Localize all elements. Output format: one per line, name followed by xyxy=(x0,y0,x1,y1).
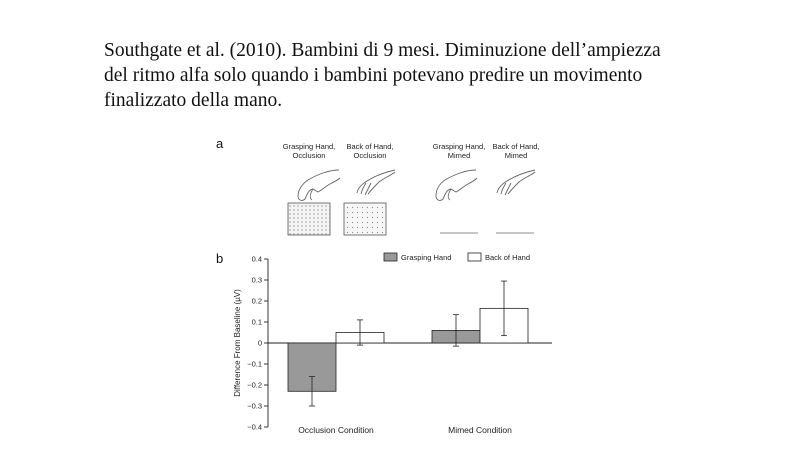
back-of-hand-icon xyxy=(496,169,536,196)
stimulus-4-title-line2: Mimed xyxy=(505,151,528,160)
y-tick-label: 0.1 xyxy=(252,318,262,327)
stimulus-3-image xyxy=(435,169,478,234)
y-tick-label: 0.4 xyxy=(252,255,262,264)
category-label: Mimed Condition xyxy=(448,425,512,435)
stimulus-1-image xyxy=(287,169,341,236)
stimulus-2-title-line1: Back of Hand, xyxy=(346,142,393,151)
y-tick-label: 0 xyxy=(258,339,262,348)
y-tick-label: −0.3 xyxy=(247,402,262,411)
stimulus-1-title-line1: Grasping Hand, xyxy=(283,142,336,151)
caption-line-1: Southgate et al. (2010). Bambini di 9 me… xyxy=(104,40,661,61)
caption-line-3: finalizzato della mano. xyxy=(104,90,283,111)
y-tick-label: −0.2 xyxy=(247,381,262,390)
stimulus-3-title-line1: Grasping Hand, xyxy=(433,142,486,151)
y-tick-label: 0.3 xyxy=(252,276,262,285)
back-of-hand-icon xyxy=(356,169,396,196)
panel-a-label: a xyxy=(216,136,224,151)
y-tick-label: −0.1 xyxy=(247,360,262,369)
bar-chart: 0.4 0.3 0.2 0.1 0 −0.1 −0.2 −0.3 −0.4 Difference … xyxy=(233,252,552,435)
category-label: Occlusion Condition xyxy=(298,425,374,435)
y-tick-label: −0.4 xyxy=(247,423,262,432)
stimulus-2-title-line2: Occlusion xyxy=(354,151,387,160)
grasping-hand-icon xyxy=(435,169,478,201)
legend-label: Grasping Hand xyxy=(401,253,451,262)
stimulus-2-image xyxy=(343,169,396,236)
y-tick-label: 0.2 xyxy=(252,297,262,306)
grasping-hand-icon xyxy=(297,169,341,201)
legend-swatch xyxy=(383,252,398,262)
stimulus-4-image xyxy=(496,169,536,234)
legend-swatch xyxy=(467,252,482,262)
panel-b-label: b xyxy=(216,251,223,266)
slide-caption: Southgate et al. (2010). Bambini di 9 me… xyxy=(104,38,704,113)
stimulus-1-title-line2: Occlusion xyxy=(293,151,326,160)
caption-line-2: del ritmo alfa solo quando i bambini pot… xyxy=(104,65,643,86)
legend-label: Back of Hand xyxy=(485,253,530,262)
y-axis-label: Difference From Baseline (µV) xyxy=(233,289,242,397)
stimulus-3-title-line2: Mimed xyxy=(448,151,471,160)
stimulus-4-title-line1: Back of Hand, xyxy=(492,142,539,151)
